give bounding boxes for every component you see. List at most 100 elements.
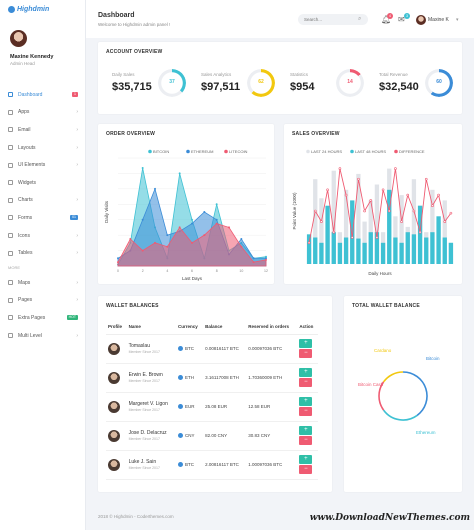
sidebar-item-dashboard[interactable]: Dashboard 1 — [0, 86, 86, 104]
sidebar-item-multi-level[interactable]: Multi Level › — [0, 327, 86, 345]
remove-button[interactable]: − — [299, 407, 313, 416]
remove-button[interactable]: − — [299, 349, 313, 358]
brand-name: Highdmin — [17, 6, 50, 13]
profile-avatar[interactable] — [108, 458, 120, 471]
dashboard-icon — [8, 92, 13, 98]
y-axis-label: Point Value (1000) — [292, 192, 297, 229]
bar-last-24-hours — [374, 184, 380, 264]
bar-last-48-hours — [368, 232, 373, 264]
profile-avatar[interactable] — [108, 429, 120, 442]
layouts-icon — [8, 145, 13, 151]
x-tick-label: 12 — [264, 269, 268, 273]
message-icon[interactable]: ✉ — [398, 15, 405, 24]
sidebar-item-apps[interactable]: Apps › — [0, 104, 86, 122]
data-point — [412, 209, 416, 213]
x-axis-label: Last Days — [182, 276, 203, 281]
stat-ring-value: 60 — [436, 79, 442, 85]
sidebar-item-tables[interactable]: Tables › — [0, 244, 86, 262]
balance-cell: 82.00 CNY — [203, 421, 247, 451]
bar-last-24-hours — [331, 170, 336, 264]
data-point — [320, 220, 323, 223]
logo-icon — [8, 6, 15, 13]
data-point — [326, 188, 329, 192]
sidebar-item-icons[interactable]: Icons › — [0, 227, 86, 245]
sidebar-item-pages[interactable]: Pages › — [0, 292, 86, 310]
currency-label: EUR — [185, 404, 195, 409]
stat-label: Statistics — [290, 72, 309, 77]
bar-last-24-hours — [411, 179, 417, 264]
add-button[interactable]: + — [299, 455, 313, 464]
currency-icon — [178, 433, 184, 438]
sidebar-item-extra-pages[interactable]: Extra Pages HOT — [0, 309, 86, 327]
brand-logo[interactable]: Highdmin — [8, 6, 49, 13]
order-overview-card: ORDER OVERVIEW BITCOIN ETHEREUM LITECOIN 0 2… — [98, 124, 274, 284]
sidebar-item-charts[interactable]: Charts › — [0, 192, 86, 210]
add-button[interactable]: + — [299, 339, 313, 348]
sidebar-item-label: Apps — [18, 109, 30, 116]
chevron-down-icon[interactable]: ▾ — [456, 17, 459, 23]
bar-last-48-hours — [424, 237, 429, 264]
balance-cell: 0.00816117 BTC — [203, 334, 247, 364]
sidebar-item-maps[interactable]: Maps › — [0, 274, 86, 292]
member-name[interactable]: Margeret V. Ligon — [128, 401, 168, 407]
sidebar-badge: 01 — [70, 215, 78, 221]
user-avatar[interactable] — [10, 30, 27, 47]
balance-cell: 2.00816117 BTC — [203, 450, 247, 480]
sidebar-item-label: Icons — [18, 232, 30, 239]
chevron-right-icon: › — [76, 250, 78, 257]
nav-section-label: MORE — [8, 264, 20, 270]
sidebar-item-label: Forms — [18, 214, 33, 221]
data-point — [418, 230, 422, 234]
profile-avatar[interactable] — [108, 371, 120, 384]
member-name[interactable]: Luke J. Sain — [128, 459, 157, 465]
sidebar-item-ui-elements[interactable]: UI Elements › — [0, 156, 86, 174]
message-count: 3 — [404, 13, 410, 19]
remove-button[interactable]: − — [299, 465, 313, 474]
table-header: Currency — [176, 320, 204, 335]
remove-button[interactable]: − — [299, 378, 313, 387]
chevron-right-icon: › — [76, 332, 78, 339]
member-name[interactable]: Tomaslau — [128, 343, 150, 349]
bar-last-48-hours — [387, 189, 392, 264]
name-cell: Margeret V. Ligon Member Since 2017 — [126, 392, 177, 422]
profile-avatar[interactable] — [108, 400, 120, 413]
x-tick-label: 4 — [166, 269, 168, 273]
topbar-user-name[interactable]: Maxine K — [428, 17, 449, 23]
bar-last-48-hours — [306, 234, 312, 264]
maps-icon — [8, 280, 13, 286]
profile-avatar[interactable] — [108, 342, 120, 355]
remove-button[interactable]: − — [299, 436, 313, 445]
email-icon — [8, 127, 13, 133]
data-point — [431, 204, 434, 207]
search-input[interactable] — [298, 14, 368, 25]
data-point — [141, 218, 144, 221]
currency: BTC — [178, 462, 201, 467]
member-since: Member Since 2017 — [128, 408, 160, 412]
add-button[interactable]: + — [299, 368, 313, 377]
sidebar-item-label: Dashboard — [18, 91, 43, 98]
topbar-avatar[interactable] — [416, 15, 426, 25]
member-name[interactable]: Jose D. Delacruz — [128, 430, 167, 436]
add-button[interactable]: + — [299, 426, 313, 435]
data-point — [166, 245, 169, 248]
bar-last-24-hours — [319, 198, 324, 264]
x-tick-label: 8 — [216, 269, 218, 273]
search-icon[interactable]: ⌕ — [358, 16, 362, 22]
account-overview-card: ACCOUNT OVERVIEW Daily Sales $35,715 37 Sal… — [98, 42, 462, 114]
data-point — [117, 261, 119, 264]
sidebar-item-layouts[interactable]: Layouts › — [0, 139, 86, 157]
user-name: Maxine Kennedy — [10, 54, 54, 60]
stat-label: Daily Sales — [112, 72, 135, 77]
data-point — [203, 234, 206, 237]
topbar: Dashboard Welcome to Highdmin admin pane… — [86, 0, 474, 38]
user-role: Admin Head — [10, 61, 35, 66]
data-point — [178, 226, 181, 229]
bar-last-24-hours — [399, 195, 404, 264]
bell-icon[interactable]: 🔔︎ — [381, 15, 392, 24]
member-name[interactable]: Erwin E. Brown — [128, 372, 163, 378]
stat-ring — [247, 69, 275, 97]
sidebar-item-forms[interactable]: Forms 01 — [0, 209, 86, 227]
sidebar-item-widgets[interactable]: Widgets — [0, 174, 86, 192]
sidebar-item-email[interactable]: Email › — [0, 121, 86, 139]
add-button[interactable]: + — [299, 397, 313, 406]
